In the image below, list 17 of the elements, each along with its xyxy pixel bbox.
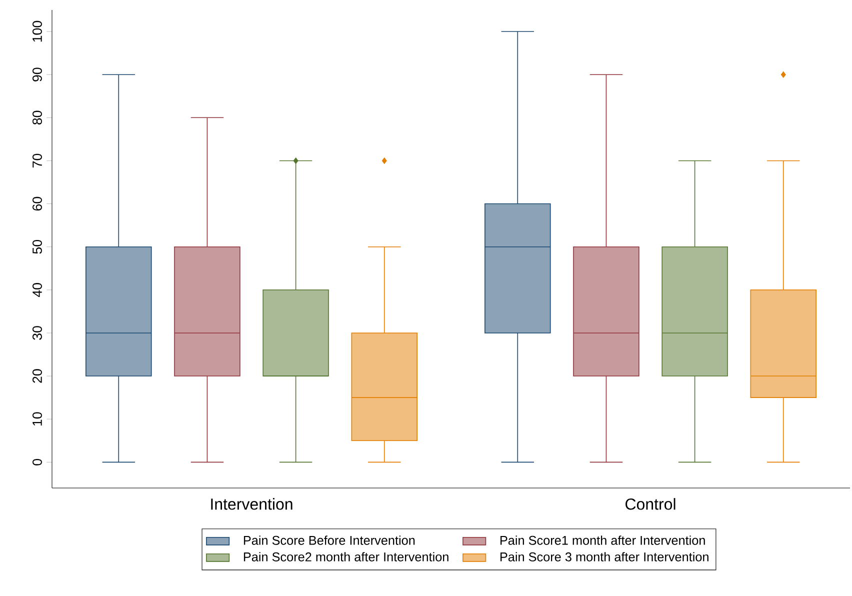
y-tick-label: 80: [32, 110, 42, 124]
y-tick-label: 70: [32, 154, 42, 168]
y-tick-label: 20: [32, 369, 42, 383]
legend-label: Pain Score 3 month after Intervention: [500, 552, 708, 562]
legend-label: Pain Score Before Intervention: [244, 536, 415, 545]
x-tick-label: Intervention: [211, 498, 292, 510]
y-tick-label: 60: [32, 196, 42, 211]
y-tick-label: 10: [32, 412, 42, 426]
y-tick-label: 90: [32, 68, 42, 82]
y-tick-label: 40: [32, 283, 42, 298]
legend-label: Pain Score1 month after Intervention: [500, 536, 705, 545]
y-tick-label: 100: [32, 20, 42, 42]
y-tick-label: 0: [32, 458, 42, 466]
y-tick-label: 50: [32, 240, 42, 254]
y-tick-label: 30: [32, 326, 42, 340]
x-tick-label: Control: [626, 498, 676, 510]
legend-label: Pain Score2 month after Intervention: [244, 552, 448, 562]
